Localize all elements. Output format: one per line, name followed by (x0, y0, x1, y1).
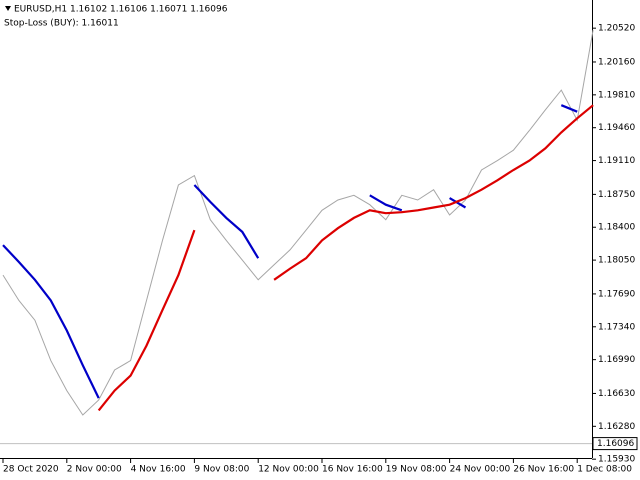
x-tick-label: 9 Nov 08:00 (194, 465, 249, 475)
y-tick-label: 1.16990 (598, 355, 635, 365)
y-tick-label: 1.18400 (598, 223, 635, 233)
y-tick-label: 1.19460 (598, 123, 635, 133)
y-tick-label: 1.18050 (598, 256, 635, 266)
chart-subtitle: Stop-Loss (BUY): 1.16011 (4, 19, 119, 29)
x-tick-label: 24 Nov 00:00 (450, 465, 511, 475)
x-tick-label: 12 Nov 00:00 (258, 465, 319, 475)
y-tick-label: 1.15930 (598, 455, 635, 465)
y-tick-label: 1.18750 (598, 190, 635, 200)
price-line (2, 104, 578, 399)
current-price-box (592, 437, 638, 451)
y-tick-label: 1.19110 (598, 156, 635, 166)
y-tick-label: 1.19810 (598, 90, 635, 100)
x-tick-label: 2 Nov 00:00 (67, 465, 122, 475)
x-tick-label: 16 Nov 16:00 (322, 465, 383, 475)
y-tick-label: 1.20520 (598, 24, 635, 34)
y-tick-label: 1.20160 (598, 57, 635, 67)
price-line (97, 104, 594, 412)
price-line (2, 29, 594, 416)
x-tick-label: 1 Dec 08:00 (577, 465, 632, 475)
x-tick-label: 26 Nov 16:00 (513, 465, 574, 475)
y-tick-label: 1.16630 (598, 389, 635, 399)
x-tick-label: 28 Oct 2020 (3, 465, 59, 475)
y-tick-label: 1.17340 (598, 322, 635, 332)
chart-title: EURUSD,H1 1.16102 1.16106 1.16071 1.1609… (14, 5, 228, 15)
current-price-label: 1.16096 (597, 439, 634, 449)
x-tick-label: 4 Nov 16:00 (131, 465, 186, 475)
collapse-icon[interactable] (5, 6, 11, 11)
x-tick-label: 19 Nov 08:00 (386, 465, 447, 475)
y-tick-label: 1.17690 (598, 289, 635, 299)
y-tick-label: 1.16280 (598, 422, 635, 432)
